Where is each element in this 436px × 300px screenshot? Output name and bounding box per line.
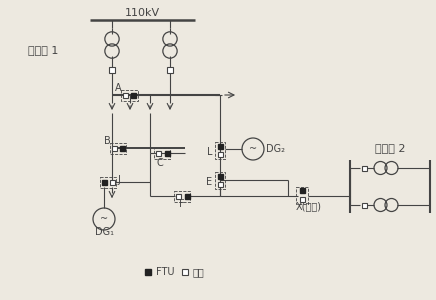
Bar (145, 269, 151, 275)
Bar (361, 166, 367, 170)
Bar (102, 179, 106, 184)
Text: 变电站 2: 变电站 2 (375, 143, 405, 153)
Bar (215, 142, 225, 158)
Text: DG₁: DG₁ (95, 227, 113, 237)
Bar (156, 151, 160, 155)
Bar (123, 92, 127, 98)
Bar (218, 182, 222, 187)
Bar (109, 67, 115, 73)
Bar (218, 143, 222, 148)
Bar (174, 190, 190, 202)
Bar (300, 196, 304, 202)
Bar (218, 152, 222, 157)
Text: 110kV: 110kV (124, 8, 160, 18)
Text: 变电站 1: 变电站 1 (28, 45, 58, 55)
Bar (176, 194, 181, 199)
Bar (361, 202, 367, 208)
Text: F: F (179, 199, 185, 209)
Bar (154, 148, 170, 158)
Text: B: B (104, 136, 110, 146)
Bar (182, 269, 188, 275)
Bar (300, 188, 304, 193)
Text: 开关: 开关 (193, 267, 205, 277)
Text: ~: ~ (249, 144, 257, 154)
Bar (120, 89, 137, 100)
Bar (109, 179, 115, 184)
Bar (130, 92, 136, 98)
Text: X(常开): X(常开) (296, 201, 322, 211)
Text: ~: ~ (100, 214, 108, 224)
Text: J: J (118, 175, 120, 185)
Bar (110, 142, 126, 154)
Bar (218, 173, 222, 178)
Bar (215, 172, 225, 188)
Text: L: L (207, 147, 212, 157)
Text: DG₂: DG₂ (266, 144, 285, 154)
Text: E: E (206, 177, 212, 187)
Text: FTU: FTU (156, 267, 174, 277)
Bar (164, 151, 170, 155)
Text: C: C (157, 158, 164, 168)
Bar (119, 146, 125, 151)
Bar (112, 146, 116, 151)
Bar (100, 176, 116, 188)
Bar (296, 187, 308, 203)
Bar (184, 194, 190, 199)
Text: A: A (115, 83, 121, 93)
Bar (167, 67, 173, 73)
